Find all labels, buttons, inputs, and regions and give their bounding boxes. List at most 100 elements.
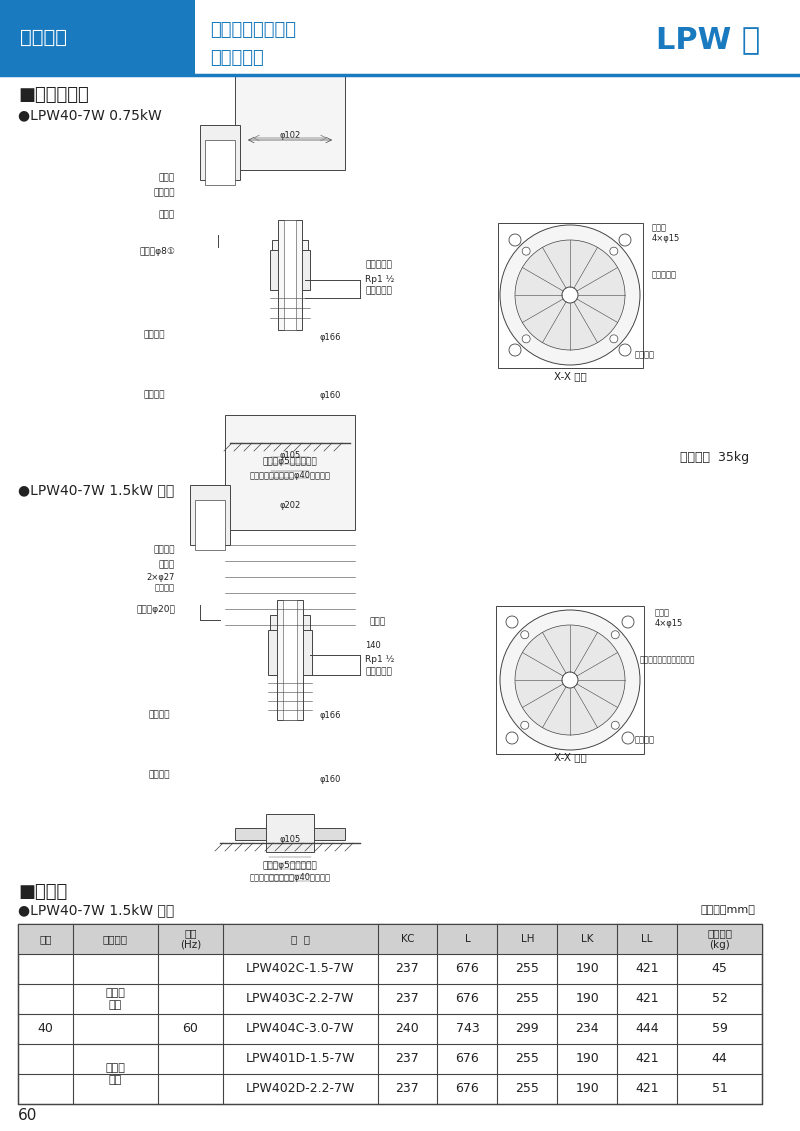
Text: 60: 60 <box>18 1107 38 1122</box>
Text: 676: 676 <box>455 993 479 1005</box>
Circle shape <box>562 672 578 688</box>
Text: 薄钢板: 薄钢板 <box>370 618 386 627</box>
Bar <box>284 221 296 330</box>
Text: φ102: φ102 <box>279 130 301 139</box>
Text: ■外形尺寸图: ■外形尺寸图 <box>18 86 89 104</box>
Text: 44: 44 <box>712 1053 727 1065</box>
Text: X-X 视图: X-X 视图 <box>554 371 586 381</box>
Circle shape <box>619 234 631 247</box>
Text: 高粘度
规格: 高粘度 规格 <box>106 1063 126 1085</box>
Bar <box>195 500 225 550</box>
Text: 薄钢板: 薄钢板 <box>159 210 175 219</box>
Text: LPW 型: LPW 型 <box>656 26 760 54</box>
Text: 421: 421 <box>635 993 659 1005</box>
Text: 237: 237 <box>396 1082 419 1096</box>
Bar <box>272 240 308 265</box>
Text: 多级浸入式: 多级浸入式 <box>210 49 264 67</box>
Bar <box>270 250 310 290</box>
Bar <box>235 828 345 840</box>
Text: LPW402C-1.5-7W: LPW402C-1.5-7W <box>246 962 354 976</box>
Circle shape <box>610 248 618 256</box>
Text: ●LPW40-7W 1.5kW 以上: ●LPW40-7W 1.5kW 以上 <box>18 903 174 917</box>
Bar <box>266 814 314 852</box>
Text: 240: 240 <box>396 1022 419 1036</box>
Text: 51: 51 <box>712 1082 727 1096</box>
Text: 59: 59 <box>712 1022 727 1036</box>
Bar <box>235 75 345 170</box>
Text: 浸水检测孔、电动机接线端: 浸水检测孔、电动机接线端 <box>640 656 695 665</box>
Bar <box>0 0 195 75</box>
Text: 237: 237 <box>396 993 419 1005</box>
Circle shape <box>522 335 530 343</box>
Circle shape <box>610 335 618 343</box>
Text: φ160: φ160 <box>320 776 342 785</box>
Text: 旋转方向: 旋转方向 <box>635 735 655 744</box>
Text: 2×φ27
（吊孔）: 2×φ27 （吊孔） <box>146 573 175 593</box>
Text: 旋转方向: 旋转方向 <box>635 351 655 360</box>
Text: 60: 60 <box>182 1022 198 1036</box>
Text: 52: 52 <box>712 993 727 1005</box>
Text: （单位：mm）: （单位：mm） <box>700 905 755 915</box>
Text: 237: 237 <box>396 1053 419 1065</box>
Text: ●LPW40-7W 1.5kW 以上: ●LPW40-7W 1.5kW 以上 <box>18 483 174 497</box>
Bar <box>283 601 297 720</box>
Circle shape <box>622 732 634 744</box>
Text: 型  号: 型 号 <box>290 934 310 944</box>
Text: Rp1 ½: Rp1 ½ <box>365 656 394 665</box>
Circle shape <box>515 240 625 349</box>
Text: 最低液面: 最低液面 <box>149 770 170 779</box>
Circle shape <box>522 248 530 256</box>
Text: ■尺寸表: ■尺寸表 <box>18 883 67 901</box>
Text: LPW401D-1.5-7W: LPW401D-1.5-7W <box>246 1053 355 1065</box>
Text: 190: 190 <box>575 993 599 1005</box>
Text: 安装孔
4×φ15: 安装孔 4×φ15 <box>655 608 683 628</box>
Text: φ105: φ105 <box>279 836 301 845</box>
Text: LPW402D-2.2-7W: LPW402D-2.2-7W <box>246 1082 355 1096</box>
Bar <box>225 415 355 530</box>
Text: 概算重量  35kg: 概算重量 35kg <box>680 451 749 465</box>
Text: 浸水检测孔: 浸水检测孔 <box>652 270 677 279</box>
Text: （吐出口）: （吐出口） <box>365 667 392 676</box>
Text: 421: 421 <box>635 1082 659 1096</box>
Text: 接线端子: 接线端子 <box>154 545 175 554</box>
Text: 40: 40 <box>38 1022 54 1036</box>
Text: 冷却液泵: 冷却液泵 <box>20 28 67 48</box>
Bar <box>200 126 240 180</box>
Text: 444: 444 <box>635 1022 659 1036</box>
Bar <box>270 615 310 645</box>
Text: 140: 140 <box>365 640 381 649</box>
Bar <box>240 428 340 440</box>
Circle shape <box>622 616 634 628</box>
Text: 255: 255 <box>515 1053 539 1065</box>
Text: 低粘度
规格: 低粘度 规格 <box>106 988 126 1010</box>
Bar <box>268 630 312 675</box>
Bar <box>496 606 644 754</box>
Text: LPW404C-3.0-7W: LPW404C-3.0-7W <box>246 1022 354 1036</box>
Text: 255: 255 <box>515 1082 539 1096</box>
Text: 255: 255 <box>515 962 539 976</box>
Text: 电机航插座: 电机航插座 <box>365 260 392 269</box>
Text: ●LPW40-7W 0.75kW: ●LPW40-7W 0.75kW <box>18 107 162 122</box>
Text: 中～大流量中扬程: 中～大流量中扬程 <box>210 21 296 38</box>
Bar <box>18 924 762 1104</box>
Text: LPW403C-2.2-7W: LPW403C-2.2-7W <box>246 993 354 1005</box>
Text: 频率
(Hz): 频率 (Hz) <box>180 929 201 950</box>
Text: 使用液体: 使用液体 <box>103 934 128 944</box>
Text: 190: 190 <box>575 1082 599 1096</box>
Text: 45: 45 <box>712 962 727 976</box>
Circle shape <box>521 722 529 729</box>
Bar <box>205 140 235 185</box>
Text: 676: 676 <box>455 962 479 976</box>
Bar <box>190 485 230 545</box>
Circle shape <box>562 287 578 303</box>
Bar <box>277 601 303 720</box>
Text: （拆除后，可以接入φ40的配管）: （拆除后，可以接入φ40的配管） <box>250 470 330 480</box>
Circle shape <box>500 225 640 365</box>
Text: 安装孔
4×φ15: 安装孔 4×φ15 <box>652 223 680 243</box>
Text: 676: 676 <box>455 1082 479 1096</box>
Text: 421: 421 <box>635 962 659 976</box>
Text: LK: LK <box>581 934 594 944</box>
Circle shape <box>506 616 518 628</box>
Circle shape <box>515 625 625 735</box>
Text: 接线端子: 接线端子 <box>154 189 175 198</box>
